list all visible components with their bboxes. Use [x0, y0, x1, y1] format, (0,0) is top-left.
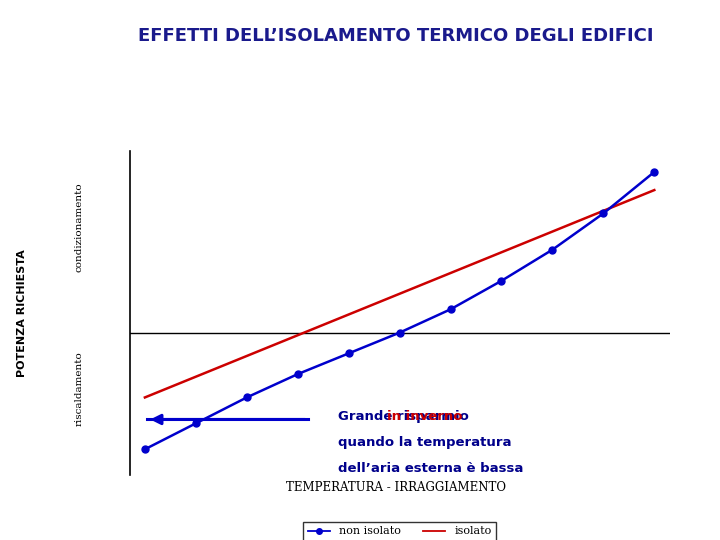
- Legend: non isolato, isolato: non isolato, isolato: [303, 522, 496, 540]
- Text: in inverno: in inverno: [387, 410, 463, 423]
- Text: dell’aria esterna è bassa: dell’aria esterna è bassa: [338, 462, 524, 475]
- Text: POTENZA RICHIESTA: POTENZA RICHIESTA: [17, 249, 27, 377]
- Text: condizionamento: condizionamento: [75, 182, 84, 272]
- Text: TEMPERATURA - IRRAGGIAMENTO: TEMPERATURA - IRRAGGIAMENTO: [286, 481, 506, 494]
- Text: quando la temperatura: quando la temperatura: [338, 436, 512, 449]
- Text: EFFETTI DELL’ISOLAMENTO TERMICO DEGLI EDIFICI: EFFETTI DELL’ISOLAMENTO TERMICO DEGLI ED…: [138, 27, 654, 45]
- Text: riscaldamento: riscaldamento: [75, 352, 84, 426]
- Text: Grande risparmio: Grande risparmio: [338, 410, 474, 423]
